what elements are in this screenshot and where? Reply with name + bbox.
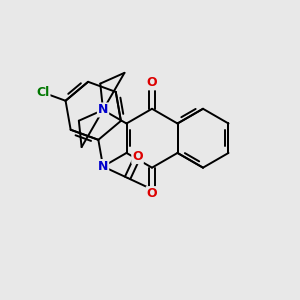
Text: N: N [98, 103, 108, 116]
Text: O: O [147, 76, 157, 89]
Text: O: O [147, 187, 157, 200]
Text: Cl: Cl [36, 86, 50, 99]
Text: N: N [98, 160, 108, 173]
Text: O: O [132, 150, 143, 163]
